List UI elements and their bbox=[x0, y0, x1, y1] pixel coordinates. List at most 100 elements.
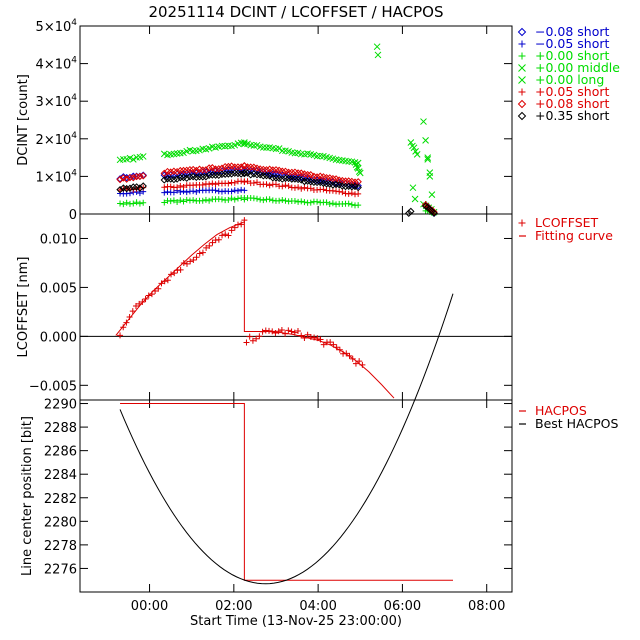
data-point bbox=[265, 170, 274, 178]
data-point bbox=[179, 166, 188, 175]
data-point bbox=[133, 199, 140, 206]
data-point bbox=[310, 178, 318, 187]
data-point bbox=[246, 333, 253, 340]
y-tick-label: 1×104 bbox=[36, 168, 78, 185]
series-line bbox=[120, 403, 453, 581]
data-point bbox=[199, 173, 207, 181]
data-point bbox=[122, 175, 131, 183]
y-tick-label: 2284 bbox=[44, 468, 77, 483]
data-point bbox=[180, 149, 187, 157]
data-point bbox=[132, 172, 141, 181]
y-axis-label: Line center position [bit] bbox=[20, 416, 35, 576]
legend-item: LCOFFSET bbox=[518, 215, 599, 230]
data-point bbox=[129, 173, 137, 182]
data-point bbox=[278, 175, 287, 183]
data-point bbox=[215, 236, 222, 243]
series-line bbox=[119, 293, 454, 585]
y-tick-label: 0 bbox=[69, 208, 77, 223]
data-point bbox=[218, 196, 225, 203]
panel-dcint: 0 1×104 2×104 3×104 4×104 5×104 DCINT [count] −… bbox=[16, 18, 620, 223]
legend-label: +0.00 short bbox=[535, 48, 610, 63]
chart-title: 20251114 DCINT / LCOFFSET / HACPOS bbox=[148, 3, 443, 21]
data-point bbox=[354, 159, 362, 167]
data-point bbox=[174, 199, 181, 206]
legend-label: Best HACPOS bbox=[535, 416, 618, 431]
data-point bbox=[301, 184, 308, 191]
data-point bbox=[278, 167, 287, 175]
legend-label: +0.05 short bbox=[535, 84, 610, 99]
legend-item: +0.00 short bbox=[518, 48, 610, 63]
data-point bbox=[234, 187, 241, 194]
data-point bbox=[221, 162, 229, 171]
data-point bbox=[518, 64, 526, 72]
legend-item: +0.00 long bbox=[518, 72, 604, 87]
y-tick-label: 2288 bbox=[44, 421, 77, 436]
data-point bbox=[221, 170, 229, 178]
data-point bbox=[190, 257, 197, 264]
data-point bbox=[407, 139, 415, 146]
data-point bbox=[517, 111, 527, 121]
y-tick-label: 2286 bbox=[44, 445, 77, 460]
data-point bbox=[129, 183, 137, 191]
data-point bbox=[183, 260, 190, 267]
data-point bbox=[243, 169, 252, 177]
data-point bbox=[518, 219, 526, 227]
data-point bbox=[132, 303, 139, 310]
data-point bbox=[161, 184, 168, 191]
data-point bbox=[167, 198, 174, 205]
data-point bbox=[341, 182, 350, 191]
data-point bbox=[231, 179, 238, 186]
data-point bbox=[326, 200, 333, 207]
data-point bbox=[254, 195, 261, 202]
data-point bbox=[215, 171, 223, 180]
data-point bbox=[116, 185, 124, 194]
y-tick-label: 4×104 bbox=[36, 56, 78, 73]
data-point bbox=[263, 181, 270, 188]
data-point bbox=[263, 144, 270, 151]
data-point bbox=[177, 197, 184, 204]
x-tick-label: 06:00 bbox=[384, 599, 421, 614]
data-point bbox=[209, 239, 216, 246]
y-tick-label: 2×104 bbox=[36, 131, 78, 148]
legend-item: +0.05 short bbox=[518, 84, 610, 99]
series-group bbox=[119, 293, 454, 585]
data-point bbox=[329, 200, 336, 207]
y-tick-label: 0.010 bbox=[40, 232, 77, 247]
data-point bbox=[307, 171, 315, 179]
data-point bbox=[276, 197, 283, 204]
data-point bbox=[272, 330, 279, 337]
data-point bbox=[209, 180, 216, 187]
data-point bbox=[183, 166, 191, 175]
data-point bbox=[291, 197, 298, 204]
data-point bbox=[409, 184, 417, 192]
data-point bbox=[212, 187, 219, 194]
data-point bbox=[136, 172, 144, 181]
data-point bbox=[186, 173, 194, 181]
data-point bbox=[228, 195, 235, 202]
data-point bbox=[117, 200, 124, 207]
y-axis-label: DCINT [count] bbox=[16, 74, 31, 166]
data-point bbox=[272, 181, 279, 188]
data-point bbox=[126, 184, 134, 192]
data-point bbox=[140, 199, 147, 206]
data-point bbox=[224, 162, 233, 171]
data-point bbox=[518, 76, 526, 84]
data-point bbox=[314, 198, 321, 205]
data-point bbox=[227, 170, 236, 178]
data-point bbox=[203, 244, 210, 251]
data-point bbox=[410, 144, 418, 152]
data-point bbox=[231, 196, 238, 203]
data-point bbox=[517, 27, 527, 37]
data-point bbox=[177, 182, 184, 189]
data-point bbox=[281, 174, 290, 183]
data-point bbox=[190, 188, 197, 195]
legend-label: +0.00 middle bbox=[535, 60, 620, 75]
data-point bbox=[373, 43, 381, 51]
y-tick-label: 5×104 bbox=[36, 18, 78, 35]
data-point bbox=[243, 339, 250, 346]
legend-label: +0.08 short bbox=[535, 96, 610, 111]
data-point bbox=[205, 171, 213, 180]
data-point bbox=[282, 182, 289, 189]
data-point bbox=[348, 183, 356, 191]
data-point bbox=[266, 182, 273, 189]
